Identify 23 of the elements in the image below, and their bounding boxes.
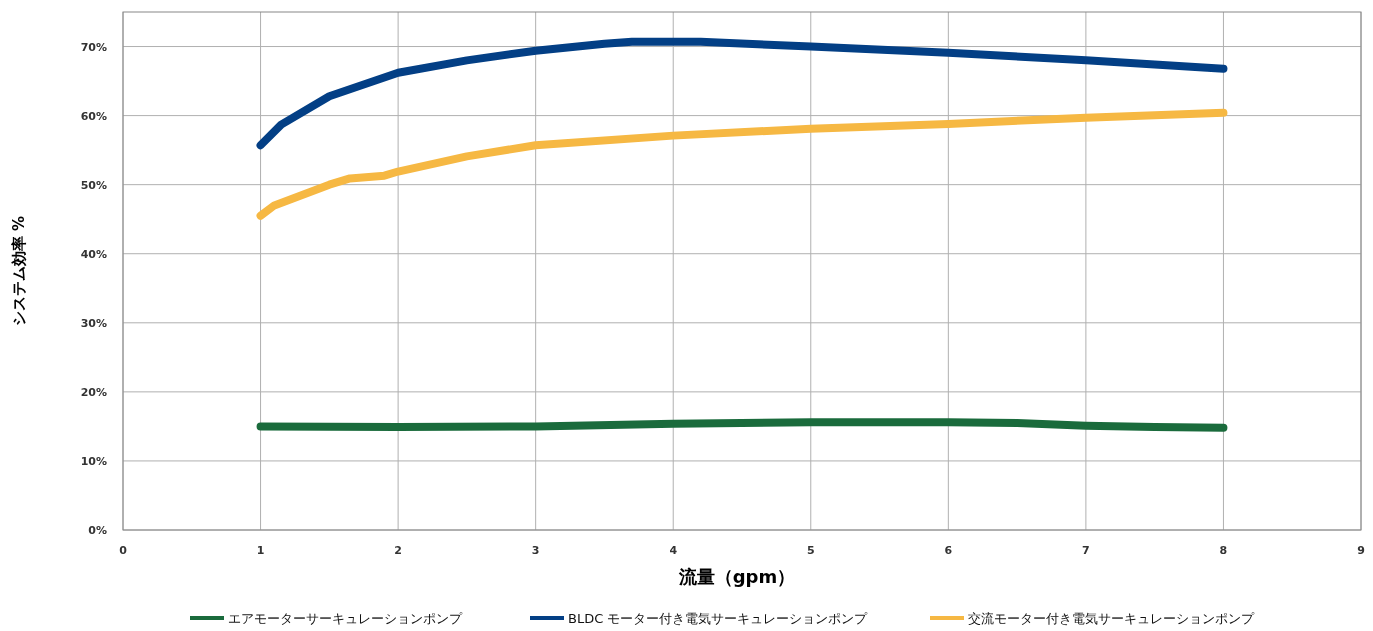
y-tick-label: 70% — [80, 40, 107, 54]
x-tick-label: 3 — [531, 544, 540, 557]
x-tick-label: 0 — [119, 544, 128, 557]
x-tick-label: 4 — [669, 544, 678, 557]
x-tick-label: 6 — [944, 544, 953, 557]
legend-label: BLDC モーター付き電気サーキュレーションポンプ — [568, 611, 869, 626]
x-tick-label: 5 — [806, 544, 815, 557]
x-axis-title: 流量（gpm） — [677, 566, 796, 587]
y-axis-title: システム効率 % — [10, 215, 28, 327]
x-tick-label: 2 — [394, 544, 402, 557]
x-tick-label: 8 — [1219, 544, 1228, 557]
y-tick-label: 60% — [80, 109, 107, 123]
x-tick-label: 9 — [1357, 544, 1365, 557]
y-tick-label: 10% — [80, 454, 107, 468]
y-tick-label: 0% — [88, 524, 107, 537]
y-tick-label: 50% — [80, 178, 107, 192]
y-tick-label: 40% — [80, 247, 107, 261]
y-tick-label: 20% — [80, 385, 107, 399]
x-tick-label: 1 — [256, 544, 265, 557]
x-tick-label: 7 — [1082, 544, 1090, 557]
legend-label: 交流モーター付き電気サーキュレーションポンプ — [968, 611, 1255, 626]
y-tick-label: 30% — [80, 316, 107, 330]
legend-label: エアモーターサーキュレーションポンプ — [228, 611, 463, 626]
